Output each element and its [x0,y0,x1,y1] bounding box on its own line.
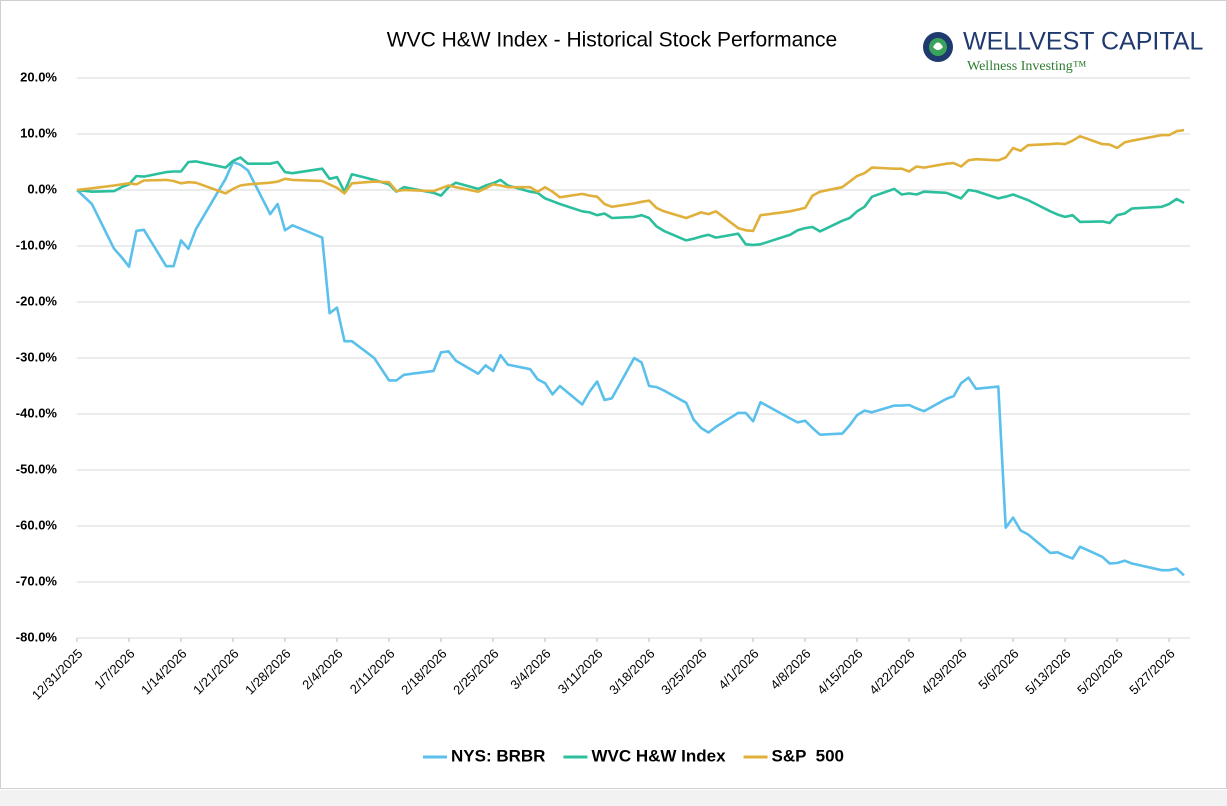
legend-label: NYS: BRBR [451,746,545,765]
y-tick-label: -70.0% [16,573,58,588]
y-tick-label: 0.0% [27,181,57,196]
series-line [76,160,1185,577]
series-line [76,156,1185,247]
legend-label: WVC H&W Index [591,746,726,765]
logo-leaf [933,42,943,50]
legend: NYS: BRBR WVC H&W Index S&P 500 [422,746,844,765]
y-tick-label: -80.0% [16,629,58,644]
logo-tagline: Wellness Investing™ [967,59,1087,74]
y-tick-label: -40.0% [16,405,58,420]
legend-label: S&P 500 [772,746,844,765]
y-tick-label: 20.0% [20,69,57,84]
series-line [76,128,1185,233]
y-tick-label: -50.0% [16,461,58,476]
y-tick-label: -10.0% [16,237,58,252]
y-tick-label: 10.0% [20,125,57,140]
y-tick-label: -60.0% [16,517,58,532]
logo-name: WELLVEST CAPITAL [963,28,1203,56]
logo: WELLVEST CAPITAL Wellness Investing™ [923,28,1203,74]
y-tick-label: -20.0% [16,293,58,308]
chart-title: WVC H&W Index - Historical Stock Perform… [387,29,837,52]
y-tick-label: -30.0% [16,349,58,364]
